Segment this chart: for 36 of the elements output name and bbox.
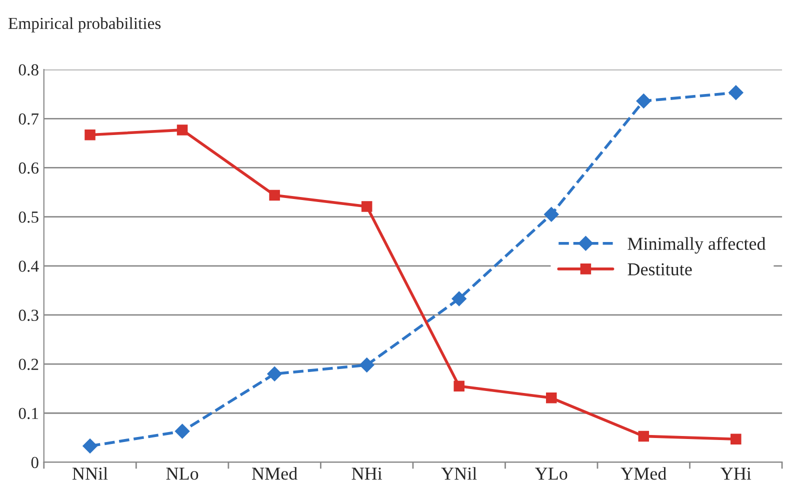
y-tick-label: 0.2 <box>18 358 38 370</box>
y-tick-label: 0.8 <box>18 64 38 76</box>
x-tick-label: NLo <box>166 468 198 480</box>
point <box>176 124 188 136</box>
point <box>269 190 280 201</box>
y-axis-title: Empirical probabilities <box>8 17 161 32</box>
legend-label: Destitute <box>628 263 692 276</box>
y-tick-label: 0.1 <box>18 408 38 420</box>
y-tick-label: 0.3 <box>18 310 38 321</box>
point <box>84 129 96 140</box>
y-tick-label: 0.7 <box>18 113 39 125</box>
x-tick-label: YHi <box>720 468 752 480</box>
y-tick-label: 0.5 <box>18 212 38 223</box>
point <box>267 366 282 382</box>
point <box>82 438 98 454</box>
y-tick-label: 0 <box>31 456 38 468</box>
y-tick-label: 0.6 <box>18 162 39 174</box>
x-tick-label: YNil <box>441 467 477 480</box>
x-tick-label: YLo <box>535 468 568 480</box>
legend-label: Minimally affected <box>628 236 766 254</box>
point <box>454 380 464 392</box>
x-tick-label: NHi <box>352 468 382 480</box>
point <box>636 94 652 108</box>
x-tick-label: YMed <box>620 467 666 480</box>
point <box>174 424 190 439</box>
point <box>452 291 466 306</box>
y-tick-label: 0.4 <box>18 260 39 272</box>
point <box>730 434 742 445</box>
x-tick-label: NNil <box>72 467 108 480</box>
point <box>728 85 744 100</box>
point <box>544 206 559 222</box>
point <box>546 392 557 404</box>
point <box>359 358 374 372</box>
point <box>638 430 650 442</box>
point <box>361 201 372 212</box>
x-tick-label: NMed <box>252 467 298 480</box>
